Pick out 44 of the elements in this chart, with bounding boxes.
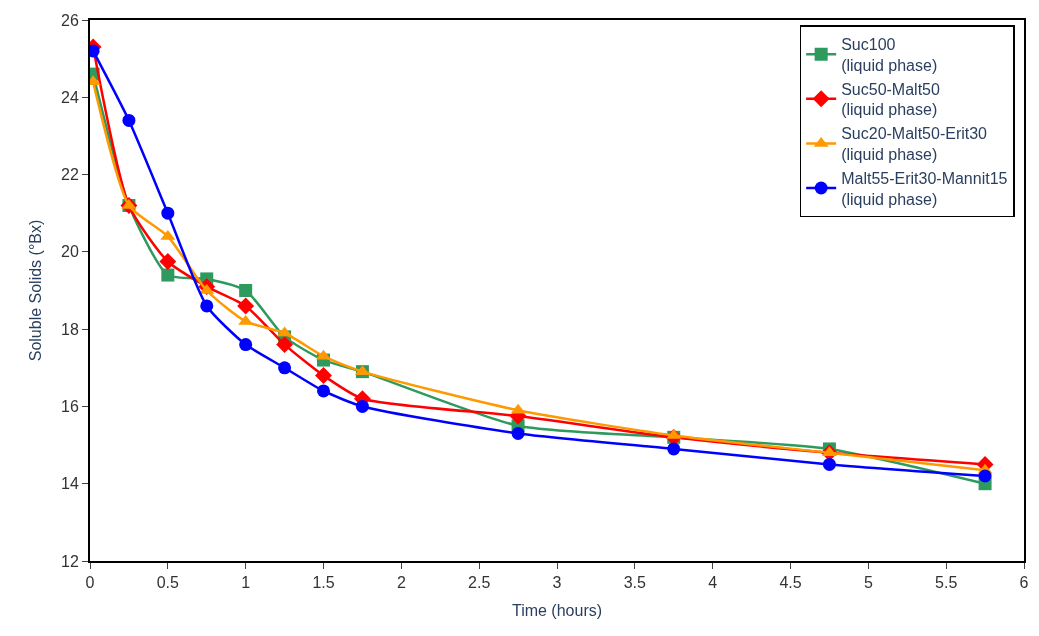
x-tick-label: 0 [85, 574, 95, 592]
point [200, 299, 214, 313]
point [161, 268, 175, 282]
y-tick-label: 26 [61, 11, 79, 29]
point [822, 457, 836, 471]
x-tick-label: 1 [241, 574, 251, 592]
y-tick-label: 22 [61, 166, 79, 184]
x-axis-title: Time (hours) [511, 602, 603, 620]
y-tick-label: 18 [61, 320, 79, 338]
point [667, 442, 681, 456]
legend-label: Suc100 (liquid phase) [841, 36, 938, 74]
x-tick-label: 3.5 [623, 574, 647, 592]
point [161, 206, 175, 220]
point [315, 367, 332, 384]
y-tick-label: 20 [61, 243, 79, 261]
x-tick-label: 5.5 [935, 574, 958, 592]
point [276, 336, 294, 354]
y-tick-label: 14 [61, 475, 79, 493]
point [237, 297, 255, 315]
x-tick-label: 1.5 [312, 574, 335, 592]
y-tick-label: 24 [61, 88, 79, 106]
point [278, 361, 292, 375]
point [511, 426, 525, 440]
x-tick-label: 4 [708, 574, 718, 592]
point [355, 399, 369, 413]
x-tick-label: 0.5 [156, 574, 180, 592]
x-tick-label: 2 [396, 574, 406, 592]
y-tick-label: 16 [61, 398, 79, 416]
point [978, 469, 992, 483]
point [122, 113, 136, 127]
x-tick-label: 6 [1019, 574, 1029, 592]
x-tick-label: 2.5 [468, 574, 491, 592]
x-tick-label: 3 [552, 574, 562, 592]
point [239, 338, 253, 352]
y-axis-title: Soluble Solids (°Bx) [27, 219, 45, 362]
x-tick-label: 5 [863, 574, 873, 592]
point [317, 384, 330, 398]
legend-label: Malt55-Erit30-Mannit15 (liquid phase) [841, 169, 1008, 208]
legend-label: Suc50-Malt50 (liquid phase) [841, 80, 940, 119]
x-tick-label: 4.5 [779, 574, 802, 592]
point [239, 284, 253, 297]
y-tick-label: 12 [61, 552, 79, 570]
legend-label: Suc20-Malt50-Erit30 (liquid phase) [841, 125, 988, 164]
point [159, 253, 177, 270]
